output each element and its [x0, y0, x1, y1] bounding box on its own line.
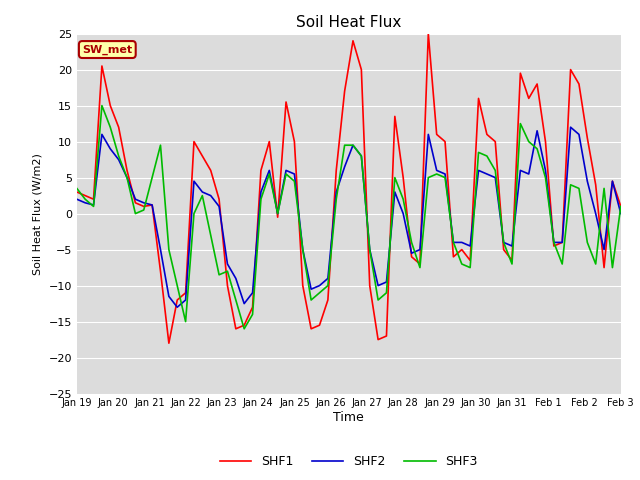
SHF1: [316, 323, 323, 328]
SHF3: [215, 272, 223, 277]
SHF1: [115, 124, 122, 130]
SHF3: [332, 196, 340, 202]
SHF2: [215, 204, 223, 209]
SHF1: [617, 204, 625, 209]
Line: SHF2: SHF2: [77, 127, 621, 307]
X-axis label: Time: Time: [333, 411, 364, 424]
SHF2: [508, 243, 516, 249]
SHF2: [249, 290, 257, 296]
SHF3: [324, 283, 332, 288]
SHF2: [316, 283, 323, 288]
Text: SW_met: SW_met: [82, 44, 132, 55]
SHF3: [617, 204, 625, 209]
SHF2: [617, 211, 625, 216]
SHF2: [324, 276, 332, 281]
Line: SHF1: SHF1: [77, 34, 621, 343]
SHF1: [424, 31, 432, 36]
Title: Soil Heat Flux: Soil Heat Flux: [296, 15, 401, 30]
SHF3: [241, 326, 248, 332]
SHF2: [173, 304, 181, 310]
Y-axis label: Soil Heat Flux (W/m2): Soil Heat Flux (W/m2): [33, 153, 43, 275]
SHF2: [73, 196, 81, 202]
SHF2: [115, 156, 122, 162]
SHF3: [123, 175, 131, 180]
SHF1: [215, 196, 223, 202]
SHF1: [516, 70, 524, 76]
SHF3: [98, 103, 106, 108]
SHF1: [73, 189, 81, 195]
SHF1: [165, 340, 173, 346]
SHF3: [257, 196, 265, 202]
SHF1: [324, 297, 332, 303]
SHF3: [516, 120, 524, 126]
SHF3: [73, 185, 81, 191]
Legend: SHF1, SHF2, SHF3: SHF1, SHF2, SHF3: [214, 450, 483, 473]
SHF1: [249, 304, 257, 310]
Line: SHF3: SHF3: [77, 106, 621, 329]
SHF2: [567, 124, 575, 130]
